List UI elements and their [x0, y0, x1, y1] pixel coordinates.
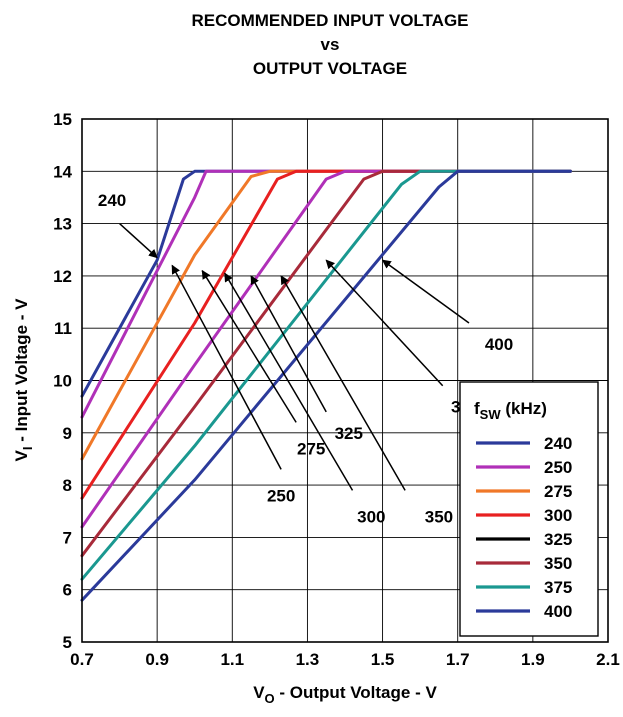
chart-title: RECOMMENDED INPUT VOLTAGE vs OUTPUT VOLT… [191, 11, 468, 78]
y-tick-label-7: 12 [53, 267, 72, 286]
annotation-arrow-400 [381, 259, 470, 324]
y-tick-label-4: 9 [63, 424, 72, 443]
annotation-arrow-375 [325, 259, 444, 387]
chart-title-line-1: RECOMMENDED INPUT VOLTAGE [191, 11, 468, 30]
x-tick-labels: 0.7 0.9 1.1 1.3 1.5 1.7 1.9 2.1 [70, 650, 620, 669]
annotation-label-325: 325 [335, 424, 363, 443]
annotation-arrow-250 [171, 264, 282, 470]
annotation-arrow-325 [250, 275, 327, 413]
x-tick-label-7: 2.1 [596, 650, 620, 669]
series-layer [80, 169, 572, 602]
x-tick-label-3: 1.3 [296, 650, 320, 669]
annotation-arrow-300 [224, 272, 354, 491]
legend-label-400: 400 [544, 602, 572, 621]
y-tick-label-2: 7 [63, 528, 72, 547]
legend-title-sub: SW [480, 407, 502, 422]
y-tick-label-9: 14 [53, 162, 72, 181]
annotation-label-400: 400 [485, 335, 513, 354]
legend-label-300: 300 [544, 506, 572, 525]
y-tick-labels: 5 6 7 8 9 10 11 12 13 14 15 [53, 110, 72, 652]
x-tick-label-2: 1.1 [220, 650, 244, 669]
annotation-label-250: 250 [267, 487, 295, 506]
legend-entries: 240 250 275 300 325 350 375 400 [476, 434, 572, 621]
annotation-label-275: 275 [297, 439, 325, 458]
legend-box [459, 381, 599, 637]
y-tick-label-3: 8 [63, 476, 72, 495]
legend-label-325: 325 [544, 530, 572, 549]
plot-frame [81, 118, 609, 643]
x-axis-label: VO - Output Voltage - V [253, 683, 437, 706]
legend-title: fSW (kHz) [474, 399, 547, 422]
y-axis-label-main: V [12, 449, 31, 461]
chart-title-line-3: OUTPUT VOLTAGE [253, 59, 407, 78]
x-tick-label-6: 1.9 [521, 650, 545, 669]
x-tick-label-1: 0.9 [145, 650, 169, 669]
legend-title-main: f [474, 399, 480, 418]
legend: fSW (kHz) 240 250 275 300 325 350 375 400 [459, 381, 599, 637]
annotation-arrow-240 [119, 223, 158, 259]
x-tick-label-4: 1.5 [371, 650, 395, 669]
chart-title-line-2: vs [321, 35, 340, 54]
legend-label-375: 375 [544, 578, 572, 597]
y-tick-label-8: 13 [53, 215, 72, 234]
y-tick-label-10: 15 [53, 110, 72, 129]
y-axis-label-sub: I [20, 446, 35, 450]
x-tick-label-5: 1.7 [446, 650, 470, 669]
y-axis-label-rest: - Input Voltage - V [12, 298, 31, 447]
series-line-400 [80, 169, 572, 602]
x-tick-label-0: 0.7 [70, 650, 94, 669]
x-axis-label-main: V [253, 683, 265, 702]
y-tick-label-1: 6 [63, 581, 72, 600]
annotation-label-350: 350 [425, 507, 453, 526]
annotation-label-300: 300 [357, 507, 385, 526]
x-axis-label-sub: O [265, 691, 275, 706]
y-axis-label: VI - Input Voltage - V [12, 298, 35, 462]
y-tick-label-5: 10 [53, 372, 72, 391]
legend-title-rest: (kHz) [501, 399, 547, 418]
annotation-label-240: 240 [98, 191, 126, 210]
legend-label-350: 350 [544, 554, 572, 573]
legend-label-250: 250 [544, 458, 572, 477]
legend-label-240: 240 [544, 434, 572, 453]
annotation-arrow-275 [201, 269, 297, 423]
y-tick-label-6: 11 [54, 319, 72, 338]
y-tick-label-0: 5 [63, 633, 72, 652]
annotation-arrow-350 [280, 275, 406, 491]
legend-label-275: 275 [544, 482, 572, 501]
x-axis-label-rest: - Output Voltage - V [275, 683, 438, 702]
